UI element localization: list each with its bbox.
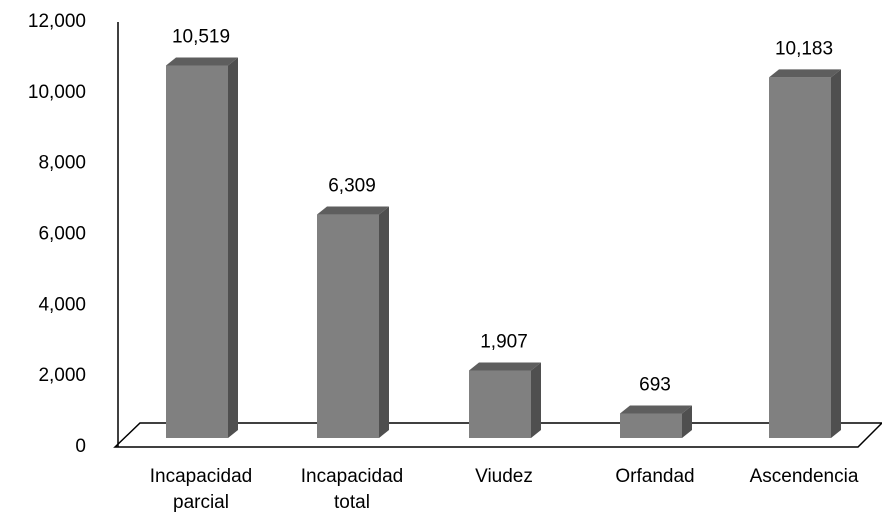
y-tick-label: 10,000 <box>28 82 86 103</box>
bar-side <box>228 57 238 438</box>
bar-front <box>317 214 379 438</box>
bar-front <box>166 65 228 438</box>
x-tick-label: Incapacidad parcial <box>150 466 252 513</box>
bar <box>769 69 841 438</box>
bar-side <box>682 405 692 438</box>
bar-top <box>620 405 692 414</box>
bar-front <box>620 413 682 438</box>
y-tick-label: 12,000 <box>28 11 86 32</box>
x-tick-label-line: Incapacidad <box>301 466 403 487</box>
bar-top <box>769 69 841 78</box>
y-tick-label: 6,000 <box>38 224 86 245</box>
y-tick-label: 8,000 <box>38 153 86 174</box>
y-tick-label: 2,000 <box>38 365 86 386</box>
bar-front <box>469 370 531 438</box>
bar-top <box>317 206 389 215</box>
y-tick-label: 4,000 <box>38 294 86 315</box>
value-label: 693 <box>639 374 671 395</box>
value-label: 10,519 <box>172 26 230 47</box>
bar-side <box>379 206 389 438</box>
x-tick-label-line: total <box>334 492 370 513</box>
bar <box>317 206 389 438</box>
value-label: 10,183 <box>775 38 833 59</box>
bar <box>469 362 541 438</box>
x-tick-label-line: Incapacidad <box>150 466 252 487</box>
floor <box>113 422 882 448</box>
bar <box>620 405 692 438</box>
x-tick-label-line: parcial <box>173 492 229 513</box>
value-label: 6,309 <box>328 176 376 197</box>
x-tick-label: Orfandad <box>615 466 694 487</box>
bar-top <box>166 57 238 66</box>
x-tick-label: Incapacidad total <box>301 466 403 513</box>
value-label: 1,907 <box>480 331 528 352</box>
bar-side <box>831 69 841 438</box>
x-tick-label: Viudez <box>475 466 533 487</box>
bar <box>166 57 238 438</box>
bar-top <box>469 362 541 371</box>
bar-front <box>769 77 831 438</box>
x-tick-label: Ascendencia <box>750 466 859 487</box>
bar-side <box>531 362 541 438</box>
y-tick-label: 0 <box>75 436 86 457</box>
